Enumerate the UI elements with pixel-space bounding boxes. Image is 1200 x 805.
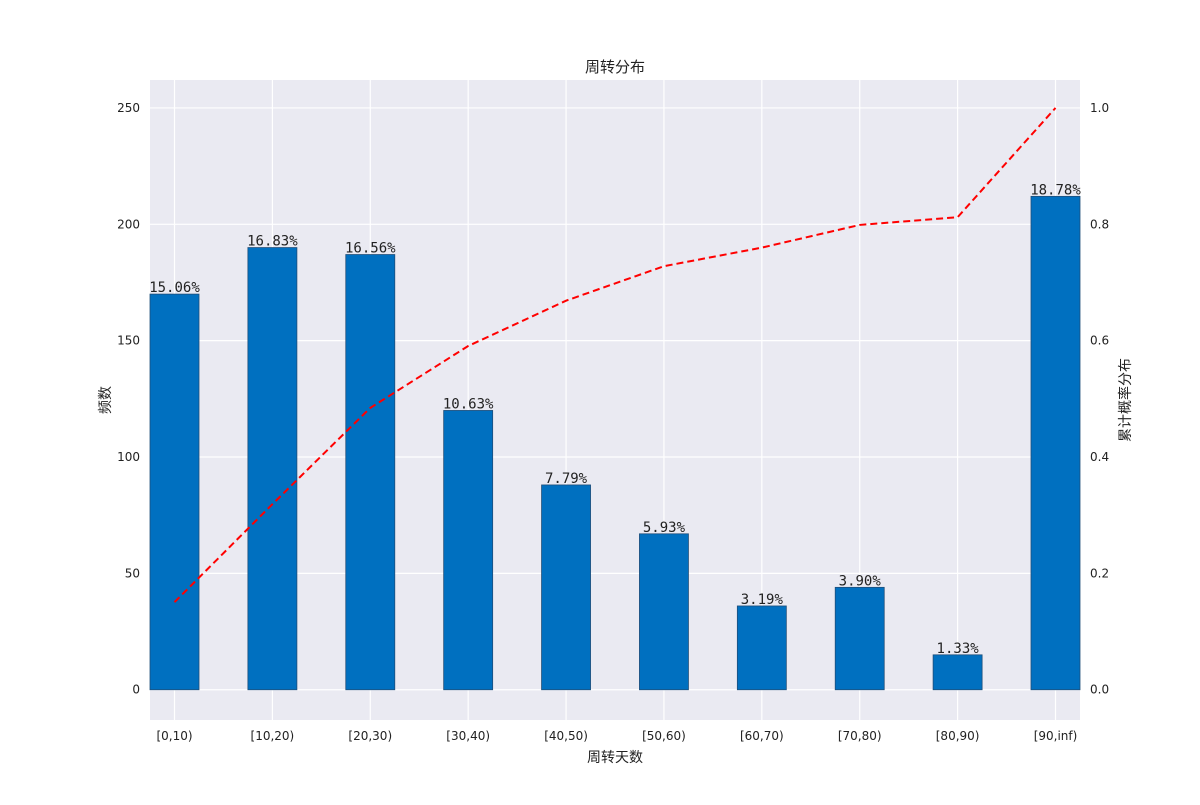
y2-axis-ticks: 0.0 0.2 0.4 0.6 0.8 1.0 — [1090, 101, 1109, 697]
x-tick-label: [90,inf) — [1034, 729, 1078, 743]
bar-value-label: 3.19% — [741, 592, 784, 608]
bar-value-label: 18.78% — [1030, 182, 1081, 198]
bar — [443, 410, 494, 691]
bar — [541, 484, 591, 691]
bar-value-label: 1.33% — [937, 641, 980, 657]
y-tick-label: 0 — [132, 683, 140, 697]
cumulative-probability-line — [173, 107, 1057, 603]
y2-axis-title: 累计概率分布 — [1117, 358, 1134, 442]
bar — [639, 533, 689, 691]
data-label-layer: 15.06% 16.83% 16.56% 10.63% 7.79% 5.93% 3.19% 3… — [149, 182, 1081, 656]
bar — [149, 293, 200, 691]
plot-area — [150, 80, 1080, 720]
y-tick-label: 200 — [117, 217, 140, 231]
bar-value-label: 5.93% — [643, 520, 686, 536]
x-tick-label: [60,70) — [740, 729, 784, 743]
bar-value-label: 15.06% — [149, 280, 200, 296]
bar — [247, 247, 298, 691]
bar-value-label: 16.56% — [345, 241, 396, 257]
y-tick-label: 250 — [117, 101, 140, 115]
bar-value-label: 16.83% — [247, 234, 298, 250]
y2-tick-label: 0.4 — [1090, 450, 1109, 464]
x-tick-label: [10,20) — [251, 729, 295, 743]
bar — [932, 654, 983, 691]
bar — [736, 605, 787, 691]
y2-tick-label: 0.0 — [1090, 683, 1109, 697]
bar — [1030, 195, 1081, 691]
x-axis-ticks: [0,10) [10,20) [20,30) [30,40) [40,50) [50,60… — [156, 729, 1077, 743]
bar — [345, 254, 396, 691]
x-tick-label: [20,30) — [348, 729, 392, 743]
x-axis-title: 周转天数 — [587, 750, 643, 766]
y-axis-ticks: 0 50 100 150 200 250 — [117, 101, 140, 697]
x-tick-label: [50,60) — [642, 729, 686, 743]
bar — [834, 586, 885, 691]
y2-tick-label: 0.6 — [1090, 334, 1109, 348]
bar-value-label: 3.90% — [839, 573, 882, 589]
x-tick-label: [30,40) — [446, 729, 490, 743]
y2-tick-label: 1.0 — [1090, 101, 1109, 115]
y-tick-label: 150 — [117, 334, 140, 348]
y-tick-label: 100 — [117, 450, 140, 464]
x-tick-label: [70,80) — [838, 729, 882, 743]
y2-tick-label: 0.2 — [1090, 566, 1109, 580]
bar-value-label: 7.79% — [545, 471, 588, 487]
x-tick-label: [0,10) — [156, 729, 192, 743]
cumulative-line-layer — [173, 107, 1057, 603]
x-tick-label: [40,50) — [544, 729, 588, 743]
y-axis-title: 频数 — [98, 386, 114, 414]
bar-layer — [149, 195, 1081, 691]
x-tick-label: [80,90) — [936, 729, 980, 743]
y-tick-label: 50 — [125, 566, 140, 580]
bar-value-label: 10.63% — [443, 396, 494, 412]
chart-title: 周转分布 — [585, 58, 645, 76]
y2-tick-label: 0.8 — [1090, 217, 1109, 231]
